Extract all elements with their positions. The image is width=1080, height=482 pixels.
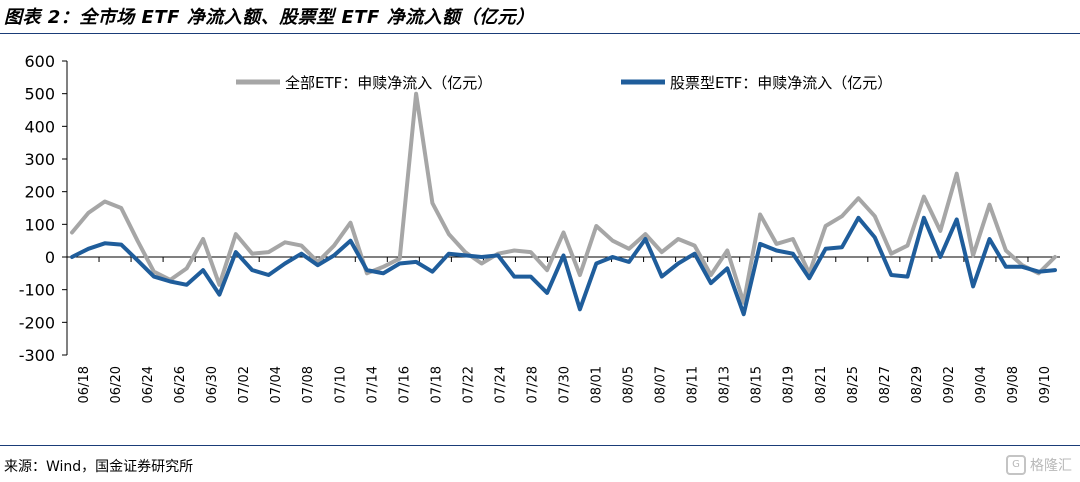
x-tick-label: 08/21 (814, 366, 829, 403)
x-tick-label: 07/02 (237, 366, 252, 403)
x-tick-label: 07/24 (493, 366, 508, 403)
y-tick-label: 400 (24, 117, 55, 136)
x-tick-label: 07/14 (365, 366, 380, 403)
legend-label-equity-etf: 股票型ETF：申赎净流入（亿元） (670, 74, 892, 92)
x-tick-label: 08/27 (878, 366, 893, 403)
y-tick-label: 300 (24, 150, 55, 169)
y-tick-label: 600 (24, 52, 55, 71)
x-tick-label: 08/13 (718, 366, 733, 403)
legend: 全部ETF：申赎净流入（亿元） 股票型ETF：申赎净流入（亿元） (236, 74, 892, 92)
y-tick-label: 200 (24, 183, 55, 202)
x-tick-label: 09/08 (1006, 366, 1021, 403)
y-ticks: 600 500 400 300 200 100 0 -100 -200 -300 (19, 52, 67, 365)
x-tick-label: 07/22 (461, 366, 476, 403)
title-divider (0, 33, 1080, 34)
x-ticks: 06/18 06/20 06/24 06/26 06/30 07/02 07/04 07/08… (66, 257, 1053, 403)
footer-divider (0, 445, 1080, 446)
x-tick-label: 07/10 (333, 366, 348, 403)
y-tick-label: -300 (19, 346, 55, 365)
watermark-logo-icon: G (1006, 455, 1026, 475)
legend-label-all-etf: 全部ETF：申赎净流入（亿元） (285, 74, 492, 92)
x-tick-label: 06/20 (109, 366, 124, 403)
watermark-text: 格隆汇 (1030, 458, 1072, 474)
x-tick-label: 08/07 (654, 366, 669, 403)
x-tick-label: 07/04 (269, 366, 284, 403)
axes (66, 61, 1060, 355)
x-tick-label: 07/18 (429, 366, 444, 403)
x-tick-label: 06/30 (205, 366, 220, 403)
x-tick-label: 09/04 (974, 366, 989, 403)
x-tick-label: 08/25 (846, 366, 861, 403)
x-tick-label: 07/30 (558, 366, 573, 403)
series-line-equity-etf (70, 215, 1057, 317)
x-tick-label: 06/24 (141, 366, 156, 403)
x-tick-label: 08/19 (782, 366, 797, 403)
x-tick-label: 07/16 (397, 366, 412, 403)
x-tick-label: 08/15 (750, 366, 765, 403)
y-tick-label: 500 (24, 85, 55, 104)
x-tick-label: 07/08 (301, 366, 316, 403)
x-tick-label: 06/18 (77, 366, 92, 403)
y-tick-label: 100 (24, 215, 55, 234)
x-tick-label: 09/02 (942, 366, 957, 403)
series-lines (70, 91, 1057, 317)
y-tick-label: -200 (19, 313, 55, 332)
x-tick-label: 07/28 (525, 366, 540, 403)
source-note: 来源：Wind，国金证券研究所 (4, 459, 194, 475)
x-tick-label: 08/05 (622, 366, 637, 403)
watermark: G 格隆汇 (1006, 455, 1072, 475)
series-line-all-etf (70, 91, 1057, 305)
y-tick-label: -100 (19, 281, 55, 300)
chart-title: 图表 2：全市场 ETF 净流入额、股票型 ETF 净流入额（亿元） (4, 7, 535, 28)
x-tick-label: 08/11 (686, 366, 701, 403)
y-tick-label: 0 (45, 248, 55, 267)
x-tick-label: 08/29 (910, 366, 925, 403)
x-tick-label: 06/26 (173, 366, 188, 403)
x-tick-label: 08/01 (590, 366, 605, 403)
x-tick-label: 09/10 (1038, 366, 1053, 403)
